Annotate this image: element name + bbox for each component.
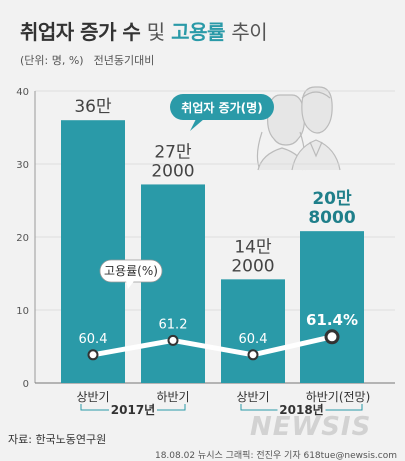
- bar-value-label-3-1: 8000: [308, 208, 355, 228]
- people-illustration: [256, 86, 341, 171]
- basis-label: 전년동기대비: [93, 54, 155, 67]
- title-part4: 추이: [231, 20, 268, 44]
- legend-bars: 취업자 증가(명): [170, 94, 274, 131]
- bar-value-label-1-1: 2000: [151, 161, 194, 181]
- x-tick-label-2: 상반기: [236, 390, 269, 404]
- credit-line: 18.08.02 뉴시스 그래픽: 전진우 기자 618tue@newsis.c…: [154, 451, 397, 461]
- bar-value-label-2-1: 2000: [231, 256, 274, 276]
- bar-0: [61, 120, 125, 383]
- bar-2: [221, 279, 285, 383]
- rate-point-3: [324, 329, 340, 345]
- bar-value-label-1-0: 27만: [154, 142, 192, 162]
- year-label-0: 2017년: [111, 403, 155, 417]
- title-part3: 고용률: [171, 20, 225, 44]
- rate-line: [92, 334, 333, 358]
- rate-point-0: [87, 349, 99, 361]
- y-tick-label-4: 40: [16, 87, 29, 98]
- legend-line: 고용률(%): [99, 259, 163, 289]
- x-tick-labels: 상반기 하반기 상반기 하반기(전망): [76, 390, 370, 404]
- year-bracket-0: [80, 404, 186, 411]
- y-tick-label-3: 30: [16, 160, 29, 171]
- newsis-logo: NEWSIS: [250, 412, 372, 442]
- bar-1: [141, 184, 205, 383]
- legend-line-label: 고용률(%): [104, 264, 158, 278]
- y-tick-labels: 0 10 20 30 40: [16, 87, 29, 390]
- bar-value-label-2-0: 14만: [234, 237, 272, 257]
- rate-point-2: [247, 349, 259, 361]
- legend-bars-pointer: [190, 119, 204, 131]
- y-tick-label-1: 10: [16, 306, 29, 317]
- bar-value-label-3-0: 20만: [312, 189, 352, 209]
- bar-value-label-0-0: 36만: [74, 97, 112, 117]
- title-part2: 및: [146, 20, 165, 44]
- chart-subtitle: (단위: 명, %) 전년동기대비: [20, 52, 154, 68]
- chart-title: 취업자 증가 수 및 고용률 추이: [20, 16, 268, 45]
- bar-series: [61, 120, 364, 383]
- year-groups: 2017년 2018년: [80, 403, 363, 417]
- unit-label: (단위: 명, %): [20, 54, 84, 67]
- y-tick-label-2: 20: [16, 233, 29, 244]
- rate-value-label-3: 61.4%: [306, 311, 358, 329]
- rate-value-label-2: 60.4: [239, 332, 268, 347]
- y-tick-label-0: 0: [23, 379, 29, 390]
- line-series: 60.4 61.2 60.4 61.4%: [79, 311, 358, 361]
- rate-value-label-0: 60.4: [79, 332, 108, 347]
- rate-value-label-1: 61.2: [159, 317, 188, 332]
- source-note: 자료: 한국노동연구원: [8, 433, 107, 446]
- year-label-1: 2018년: [279, 403, 323, 417]
- bar-3: [300, 231, 364, 383]
- rate-point-1: [167, 334, 179, 346]
- title-part1: 취업자 증가 수: [20, 20, 141, 44]
- legend-bars-label: 취업자 증가(명): [181, 100, 262, 115]
- x-tick-label-0: 상반기: [76, 390, 109, 404]
- legend-line-pointer: [126, 281, 134, 289]
- year-bracket-1: [240, 404, 363, 411]
- x-tick-label-1: 하반기: [156, 390, 189, 404]
- x-tick-label-3: 하반기(전망): [306, 390, 371, 404]
- legend-bars-bubble: [170, 94, 274, 120]
